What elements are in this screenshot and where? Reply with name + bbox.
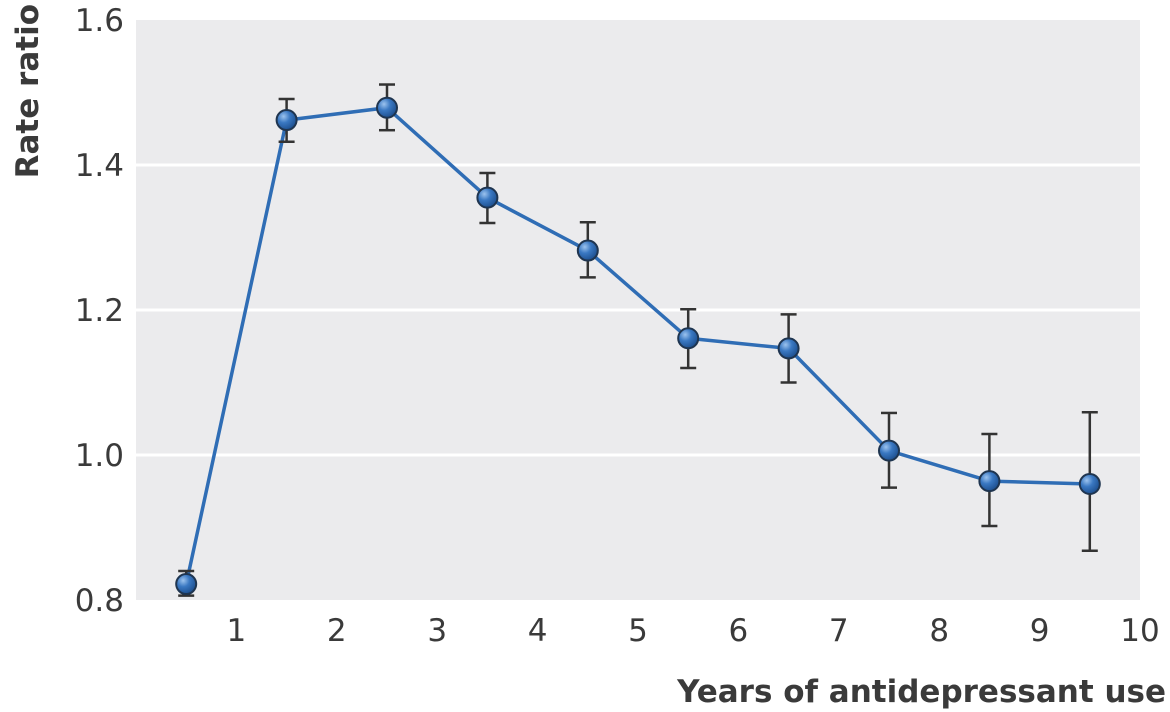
data-point — [677, 327, 700, 350]
data-point — [376, 96, 398, 119]
y-axis-title: Rate ratio — [10, 4, 46, 178]
data-point — [175, 573, 198, 596]
series-line-path — [184, 105, 1090, 585]
x-tick-label: 9 — [1030, 613, 1050, 649]
x-tick-label: 5 — [628, 613, 648, 649]
y-tick-label: 1.0 — [75, 438, 124, 474]
x-tick-label: 4 — [528, 613, 548, 649]
x-tick-label: 10 — [1120, 613, 1159, 649]
x-tick-label: 6 — [729, 613, 749, 649]
x-axis-title: Years of antidepressant use — [676, 674, 1166, 710]
data-point — [878, 439, 900, 462]
x-tick-label: 7 — [829, 613, 849, 649]
data-point — [978, 470, 1001, 493]
data-point — [275, 109, 298, 132]
data-point — [576, 239, 599, 262]
data-point — [1078, 473, 1101, 495]
y-tick-label: 0.8 — [75, 583, 124, 619]
x-tick-label: 3 — [427, 613, 447, 649]
data-point — [476, 186, 499, 209]
x-axis-ticks: 1 2 3 4 5 6 7 8 9 10 — [227, 613, 1160, 649]
x-tick-label: 1 — [227, 613, 247, 649]
data-point — [777, 337, 800, 360]
data-points — [175, 96, 1101, 596]
x-tick-label: 2 — [327, 613, 347, 649]
y-tick-label: 1.2 — [75, 293, 124, 329]
x-tick-label: 8 — [929, 613, 949, 649]
gridlines — [136, 163, 1140, 457]
y-tick-label: 1.4 — [75, 148, 124, 184]
series-line — [184, 105, 1090, 585]
y-axis-ticks: 0.8 1.0 1.2 1.4 1.6 — [75, 3, 124, 619]
y-tick-label: 1.6 — [75, 3, 124, 39]
